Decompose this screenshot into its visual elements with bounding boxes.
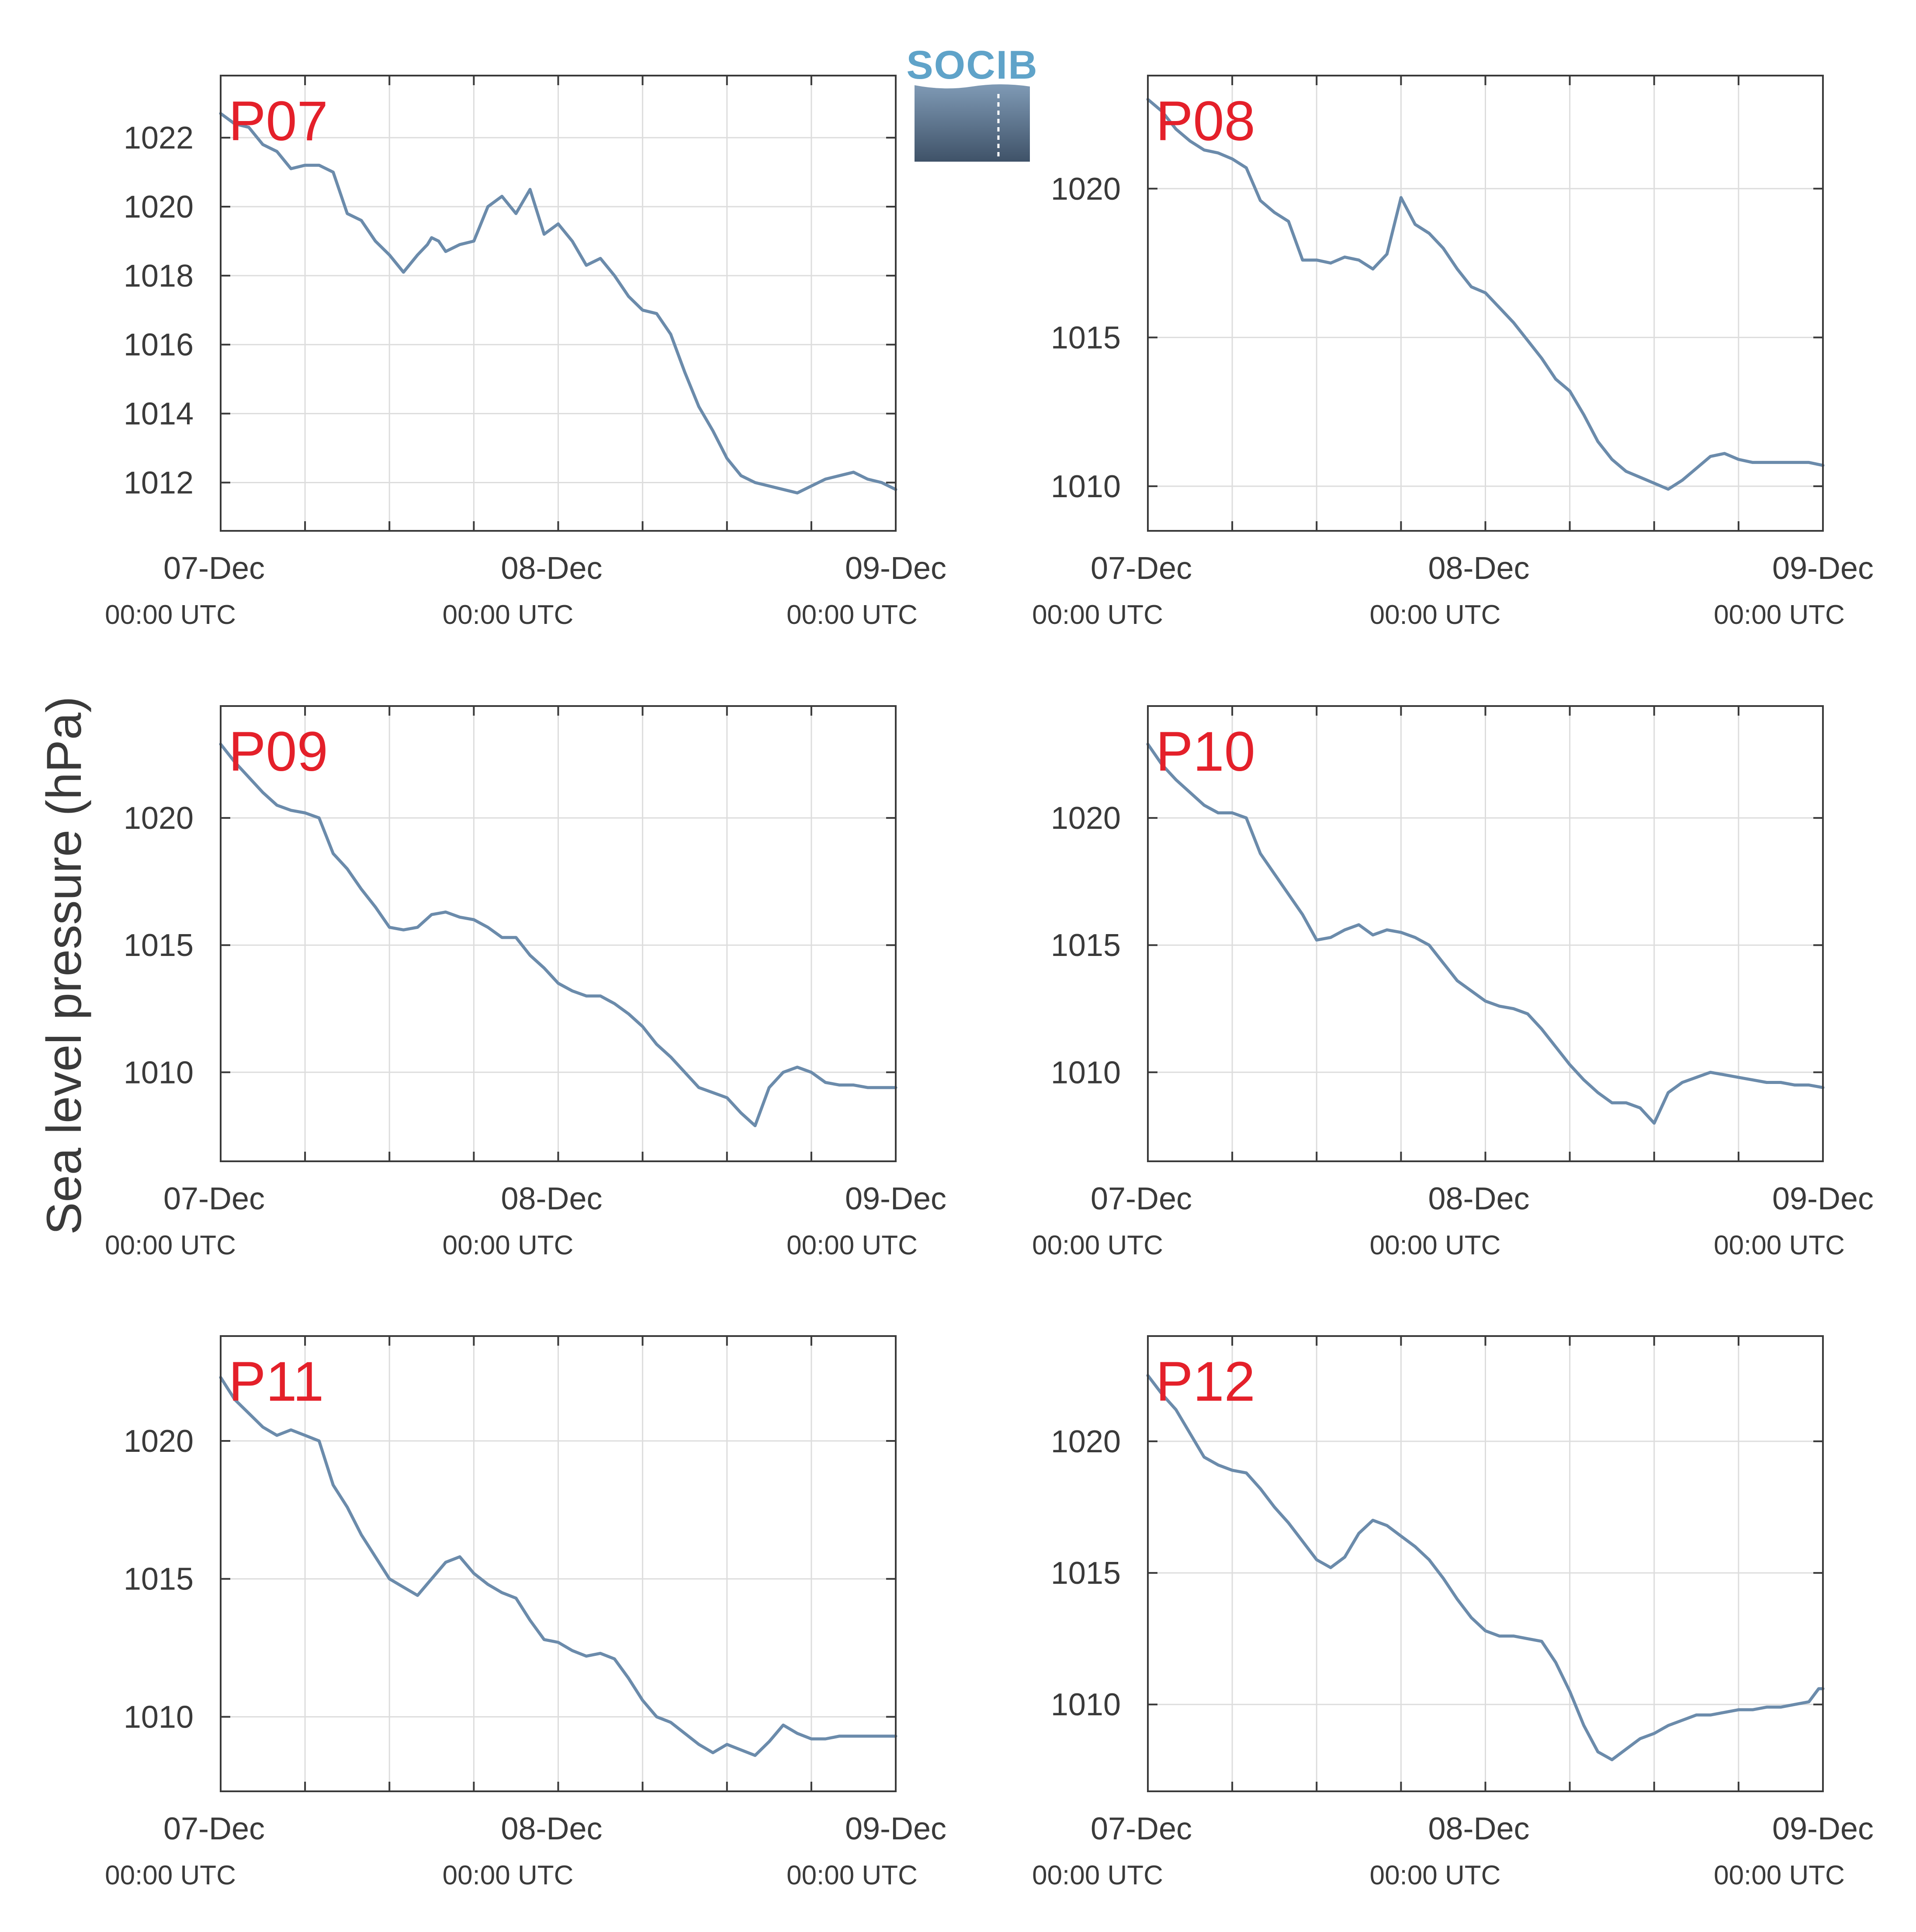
socib-logo: SOCIB	[906, 43, 1038, 162]
y-tick-label: 1015	[1051, 928, 1121, 963]
panel-label: P09	[229, 720, 328, 783]
panel-p09: 1010 1015 1020 07-Dec 00:00 UTC 08-Dec 00:00 U…	[105, 705, 946, 1260]
series-line-p10	[1146, 742, 1825, 1125]
series-line-p08	[1146, 98, 1825, 491]
series-line-p11	[219, 1376, 897, 1757]
panel-label: P11	[229, 1350, 324, 1413]
x-tick-label-time: 00:00 UTC	[1370, 600, 1501, 630]
x-tick-label-time: 00:00 UTC	[105, 600, 236, 630]
x-tick-label-date: 08-Dec	[1428, 551, 1529, 586]
series-line-p09	[219, 742, 897, 1127]
x-tick-label-time: 00:00 UTC	[1032, 600, 1163, 630]
panels: 1012 1014 1016 1018 1020 1022 07-Dec 00:00 UTC 0…	[105, 75, 1874, 1890]
panel-p12: 1010 1015 1020 07-Dec 00:00 UTC 08-Dec 00:00 U…	[1032, 1335, 1874, 1890]
x-tick-label-date: 08-Dec	[1428, 1811, 1529, 1846]
x-tick-label-time: 00:00 UTC	[1714, 1860, 1845, 1890]
x-tick-label-date: 07-Dec	[1091, 1811, 1192, 1846]
y-tick-label: 1015	[1051, 1556, 1121, 1591]
x-tick-label-date: 07-Dec	[163, 551, 265, 586]
x-tick-label-date: 08-Dec	[501, 1811, 602, 1846]
y-tick-label: 1010	[124, 1055, 194, 1090]
panel-p11: 1010 1015 1020 07-Dec 00:00 UTC 08-Dec 00:00 U…	[105, 1335, 946, 1890]
series-line-p07	[219, 112, 897, 495]
y-tick-label: 1010	[1051, 469, 1121, 504]
y-tick-label: 1020	[1051, 172, 1121, 207]
panel-p07: 1012 1014 1016 1018 1020 1022 07-Dec 00:00 UTC 0…	[105, 75, 946, 630]
x-tick-label-date: 08-Dec	[501, 551, 602, 586]
x-tick-label-date: 07-Dec	[163, 1811, 265, 1846]
y-tick-label: 1015	[1051, 320, 1121, 355]
x-tick-label-time: 00:00 UTC	[105, 1860, 236, 1890]
x-tick-label-time: 00:00 UTC	[1370, 1230, 1501, 1260]
x-tick-label-time: 00:00 UTC	[786, 1860, 918, 1890]
x-tick-label-date: 09-Dec	[845, 551, 946, 586]
logo-water-shape	[915, 84, 1030, 162]
panel-label: P12	[1156, 1350, 1255, 1413]
x-tick-label-date: 09-Dec	[845, 1181, 946, 1216]
y-tick-label: 1010	[1051, 1687, 1121, 1722]
y-axis-label: Sea level pressure (hPa)	[37, 696, 91, 1235]
panel-label: P07	[229, 90, 328, 152]
panel-p08: 1010 1015 1020 07-Dec 00:00 UTC 08-Dec 00:00 U…	[1032, 75, 1874, 630]
y-tick-label: 1010	[1051, 1055, 1121, 1090]
x-tick-label-date: 08-Dec	[501, 1181, 602, 1216]
x-tick-label-time: 00:00 UTC	[1714, 600, 1845, 630]
x-tick-label-date: 09-Dec	[1772, 1181, 1874, 1216]
x-tick-label-time: 00:00 UTC	[1032, 1230, 1163, 1260]
y-tick-label: 1014	[124, 397, 194, 432]
panel-p10: 1010 1015 1020 07-Dec 00:00 UTC 08-Dec 00:00 U…	[1032, 705, 1874, 1260]
y-tick-label: 1016	[124, 328, 194, 363]
y-tick-label: 1018	[124, 259, 194, 294]
y-tick-label: 1015	[124, 1562, 194, 1597]
x-tick-label-time: 00:00 UTC	[105, 1230, 236, 1260]
y-tick-label: 1012	[124, 465, 194, 500]
logo-text: SOCIB	[906, 43, 1038, 87]
x-tick-label-time: 00:00 UTC	[786, 1230, 918, 1260]
series-line-p12	[1146, 1374, 1825, 1762]
x-tick-label-time: 00:00 UTC	[786, 600, 918, 630]
x-tick-label-date: 07-Dec	[163, 1181, 265, 1216]
x-tick-label-date: 09-Dec	[845, 1811, 946, 1846]
y-tick-label: 1020	[124, 190, 194, 225]
panel-label: P10	[1156, 720, 1255, 783]
x-tick-label-date: 07-Dec	[1091, 551, 1192, 586]
y-tick-label: 1020	[1051, 1424, 1121, 1459]
y-tick-label: 1022	[124, 121, 194, 156]
x-tick-label-time: 00:00 UTC	[443, 1860, 574, 1890]
x-tick-label-time: 00:00 UTC	[443, 1230, 574, 1260]
x-tick-label-date: 07-Dec	[1091, 1181, 1192, 1216]
y-tick-label: 1020	[124, 801, 194, 836]
y-tick-label: 1015	[124, 928, 194, 963]
y-tick-label: 1020	[124, 1424, 194, 1459]
x-tick-label-time: 00:00 UTC	[1714, 1230, 1845, 1260]
y-tick-label: 1020	[1051, 801, 1121, 836]
y-tick-label: 1010	[124, 1700, 194, 1735]
panel-label: P08	[1156, 90, 1255, 152]
x-tick-label-date: 09-Dec	[1772, 1811, 1874, 1846]
x-tick-label-date: 08-Dec	[1428, 1181, 1529, 1216]
x-tick-label-time: 00:00 UTC	[1370, 1860, 1501, 1890]
x-tick-label-time: 00:00 UTC	[443, 600, 574, 630]
x-tick-label-time: 00:00 UTC	[1032, 1860, 1163, 1890]
x-tick-label-date: 09-Dec	[1772, 551, 1874, 586]
